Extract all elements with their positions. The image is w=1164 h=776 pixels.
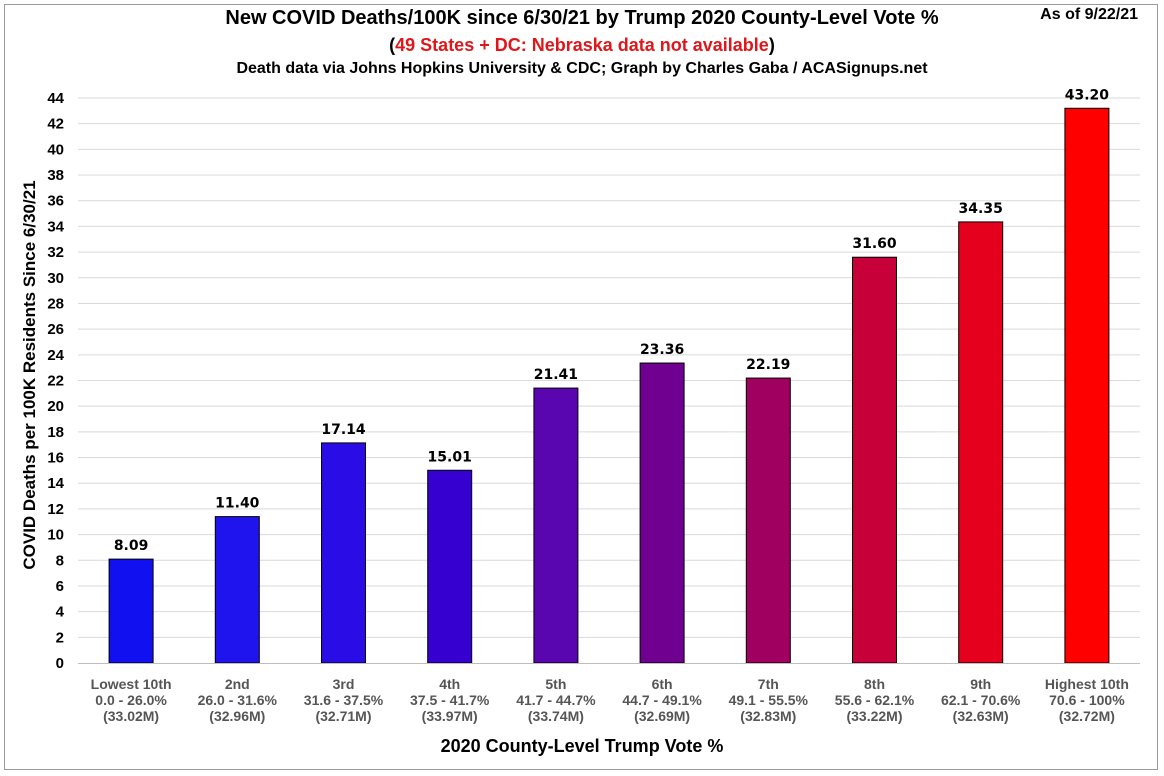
y-tick-label: 8	[56, 552, 64, 569]
x-tick-pop: (33.02M)	[103, 708, 160, 724]
chart-frame	[4, 4, 1158, 770]
y-tick-label: 30	[47, 270, 64, 287]
x-tick-pop: (33.97M)	[421, 708, 478, 724]
x-tick-name: 4th	[439, 676, 461, 692]
x-tick-name: Lowest 10th	[90, 676, 172, 692]
bar-value-label: 31.60	[852, 236, 897, 252]
x-tick-range: 26.0 - 31.6%	[197, 692, 277, 708]
y-tick-label: 36	[47, 193, 64, 210]
y-tick-label: 34	[47, 218, 64, 235]
bar-value-label: 23.36	[640, 342, 684, 358]
bar-value-label: 17.14	[321, 422, 366, 438]
bar-value-label: 21.41	[534, 367, 578, 383]
x-tick-pop: (32.69M)	[634, 708, 691, 724]
y-tick-label: 38	[47, 167, 64, 184]
bar-value-label: 34.35	[959, 201, 1003, 217]
x-tick-range: 70.6 - 100%	[1049, 692, 1125, 708]
bar	[958, 221, 1004, 664]
as-of-date: As of 9/22/21	[1040, 6, 1138, 23]
x-tick-label: 8th 55.6 - 62.1% (33.22M)	[815, 676, 935, 724]
x-tick-pop: (33.22M)	[846, 708, 903, 724]
x-tick-pop: (32.83M)	[740, 708, 797, 724]
y-tick-label: 10	[47, 527, 64, 544]
bar-value-label: 15.01	[428, 449, 472, 465]
x-tick-range: 37.5 - 41.7%	[409, 692, 490, 708]
subtitle-note-text: 49 States + DC: Nebraska data not availa…	[395, 35, 769, 55]
x-tick-name: 7th	[757, 676, 779, 692]
y-axis-label: COVID Deaths per 100K Residents Since 6/…	[20, 180, 39, 570]
chart-subtitle-source: Death data via Johns Hopkins University …	[236, 60, 928, 77]
bar	[639, 362, 685, 664]
y-tick-label: 32	[47, 244, 64, 261]
x-tick-label: 5th 41.7 - 44.7% (33.74M)	[496, 676, 616, 724]
bar-value-label: 11.40	[215, 496, 260, 512]
y-tick-label: 40	[47, 141, 64, 158]
x-tick-pop: (32.63M)	[952, 708, 1009, 724]
y-tick-label: 26	[47, 321, 64, 338]
x-tick-name: 9th	[970, 676, 992, 692]
y-tick-label: 6	[56, 578, 64, 595]
y-tick-label: 18	[47, 424, 64, 441]
x-tick-label: Lowest 10th 0.0 - 26.0% (33.02M)	[71, 676, 191, 724]
x-tick-name: 2nd	[224, 676, 250, 692]
y-tick-label: 42	[47, 116, 64, 133]
x-tick-range: 41.7 - 44.7%	[516, 692, 596, 708]
x-tick-label: 3rd 31.6 - 37.5% (32.71M)	[284, 676, 404, 724]
chart-title: New COVID Deaths/100K since 6/30/21 by T…	[225, 7, 939, 29]
y-tick-label: 2	[56, 629, 64, 646]
bar	[745, 377, 791, 664]
bar	[1064, 107, 1110, 664]
bar	[214, 516, 260, 664]
x-axis-label: 2020 County-Level Trump Vote %	[440, 736, 724, 756]
x-tick-name: 5th	[545, 676, 567, 692]
y-tick-label: 44	[47, 90, 64, 107]
bar	[321, 442, 366, 664]
x-tick-label: 2nd 26.0 - 31.6% (32.96M)	[177, 676, 297, 724]
x-tick-range: 0.0 - 26.0%	[95, 692, 167, 708]
y-tick-label: 16	[47, 450, 64, 467]
x-tick-label: 9th 62.1 - 70.6% (32.63M)	[921, 676, 1041, 724]
bar	[852, 256, 897, 664]
x-tick-pop: (33.74M)	[527, 708, 584, 724]
x-tick-range: 44.7 - 49.1%	[622, 692, 702, 708]
chart-subtitle-note: (49 States + DC: Nebraska data not avail…	[389, 35, 775, 55]
x-tick-label: 7th 49.1 - 55.5% (32.83M)	[708, 676, 828, 724]
x-tick-label: Highest 10th 70.6 - 100% (32.72M)	[1027, 676, 1147, 724]
x-tick-label: 6th 44.7 - 49.1% (32.69M)	[602, 676, 722, 724]
y-tick-label: 0	[56, 655, 64, 672]
y-tick-label: 14	[47, 475, 64, 492]
x-tick-range: 31.6 - 37.5%	[303, 692, 384, 708]
y-tick-label: 24	[47, 347, 64, 364]
x-tick-name: 8th	[864, 676, 885, 692]
bar	[427, 469, 473, 664]
bar	[533, 387, 579, 664]
x-tick-label: 4th 37.5 - 41.7% (33.97M)	[390, 676, 510, 724]
y-tick-label: 28	[47, 295, 64, 312]
x-tick-name: 6th	[651, 676, 673, 692]
y-tick-label: 22	[47, 373, 64, 390]
bar-value-label: 22.19	[746, 357, 790, 373]
bar	[108, 558, 154, 664]
x-tick-name: 3rd	[332, 676, 355, 692]
x-tick-range: 55.6 - 62.1%	[834, 692, 915, 708]
x-tick-pop: (32.96M)	[209, 708, 266, 724]
x-tick-range: 62.1 - 70.6%	[940, 692, 1021, 708]
x-tick-range: 49.1 - 55.5%	[728, 692, 808, 708]
bar-value-label: 43.20	[1065, 87, 1110, 103]
bar-value-label: 8.09	[114, 538, 149, 554]
x-tick-name: Highest 10th	[1044, 676, 1129, 692]
y-tick-label: 20	[47, 398, 64, 415]
x-tick-pop: (32.71M)	[315, 708, 372, 724]
x-tick-pop: (32.72M)	[1058, 708, 1115, 724]
y-tick-label: 4	[56, 604, 65, 621]
y-tick-label: 12	[47, 501, 64, 518]
